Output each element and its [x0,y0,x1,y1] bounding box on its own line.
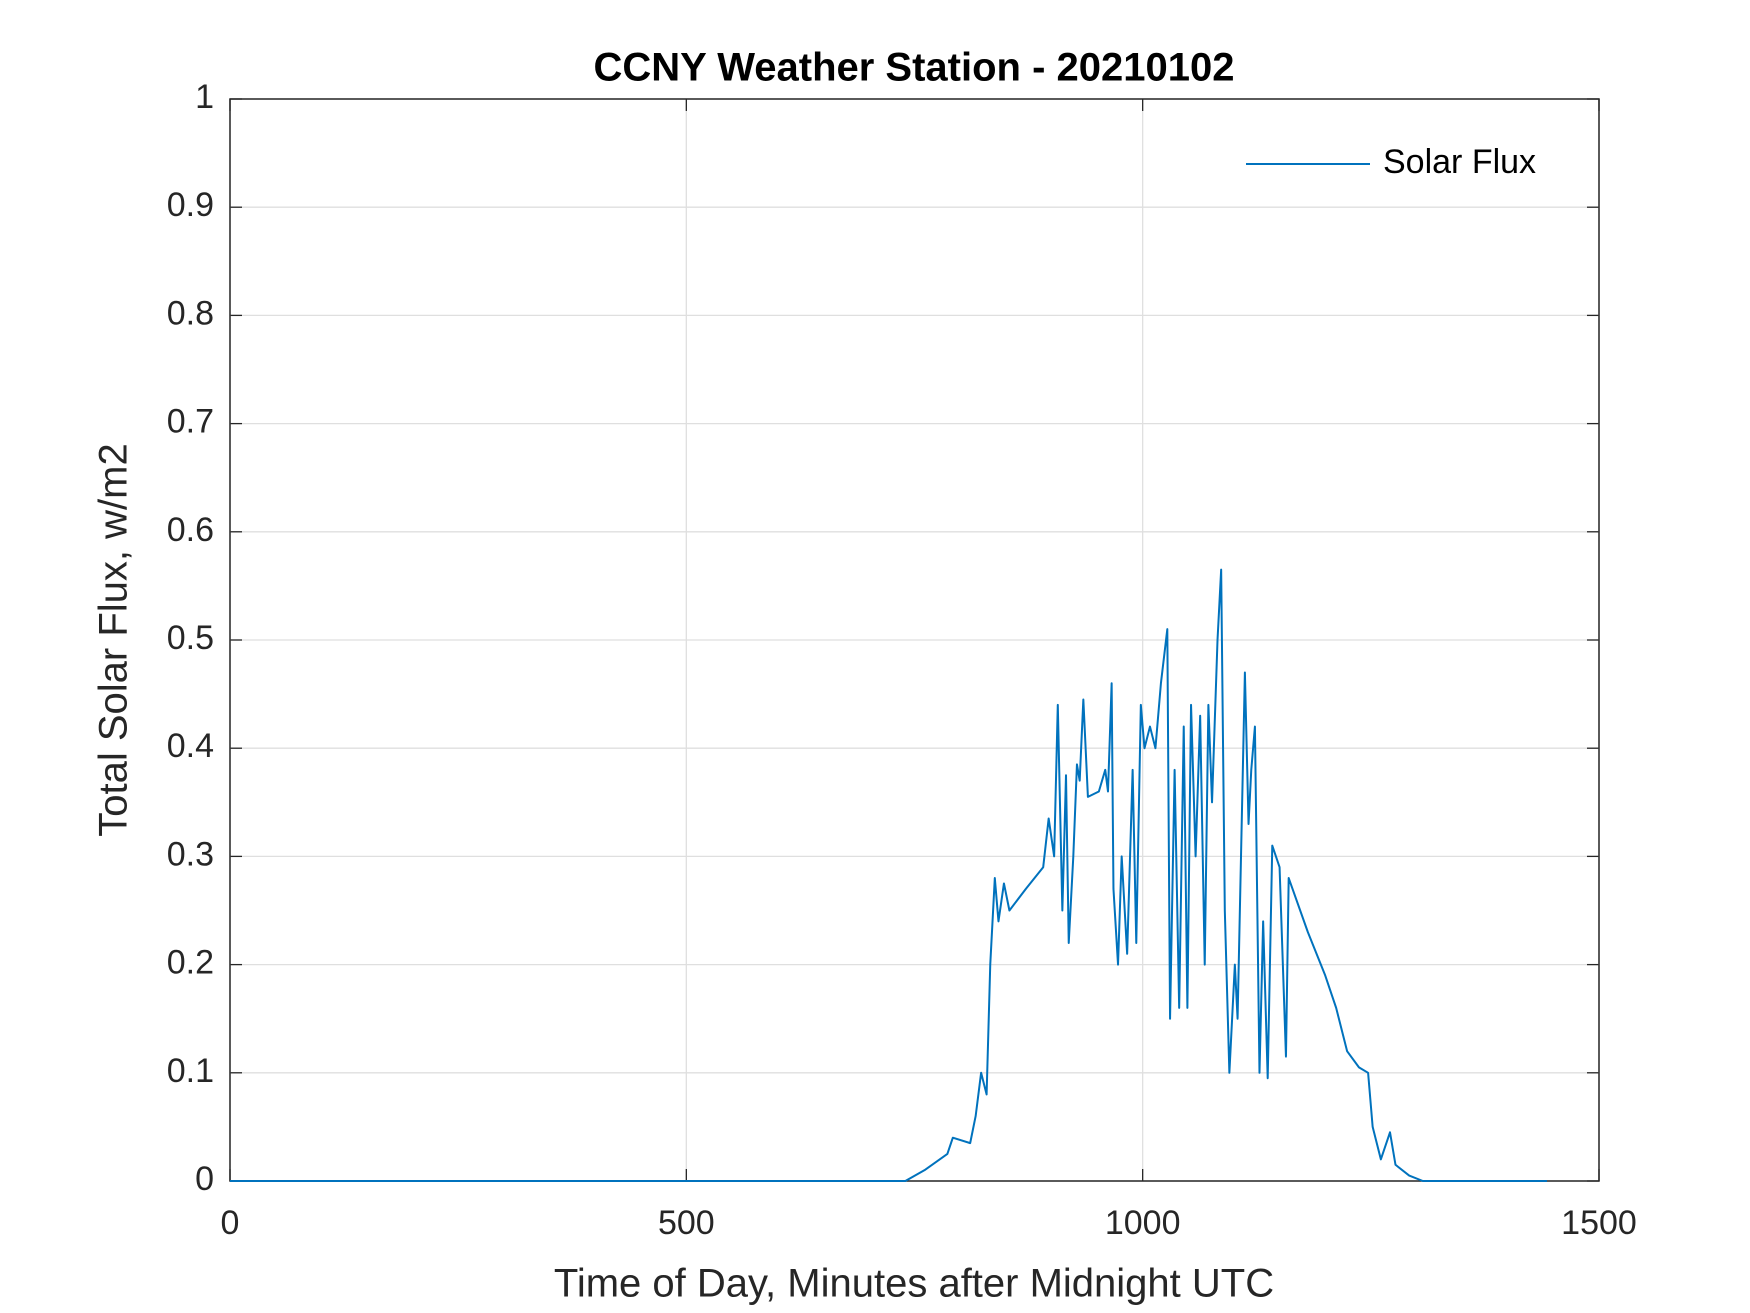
chart-title: CCNY Weather Station - 20210102 [594,46,1235,90]
x-axis-label: Time of Day, Minutes after Midnight UTC [554,1262,1274,1306]
y-tick-label: 0 [195,1160,214,1198]
x-tick-label: 1000 [1105,1204,1181,1242]
y-tick-label: 0.9 [167,186,214,224]
y-tick-label: 0.6 [167,511,214,549]
legend-label: Solar Flux [1383,143,1536,181]
y-tick-label: 0.1 [167,1052,214,1090]
x-tick-label: 1500 [1561,1204,1637,1242]
y-tick-label: 0.5 [167,619,214,657]
y-tick-label: 0.7 [167,403,214,441]
y-tick-label: 0.2 [167,944,214,982]
plot-frame [229,98,1600,1182]
y-tick-label: 0.4 [167,727,214,765]
x-tick-label: 500 [658,1204,715,1242]
y-tick-label: 0.3 [167,835,214,873]
y-tick-label: 0.8 [167,294,214,332]
x-tick-label: 0 [221,1204,240,1242]
y-tick-label: 1 [195,78,214,116]
data-line [230,568,1547,1182]
y-axis-label: Total Solar Flux, w/m2 [92,443,136,836]
